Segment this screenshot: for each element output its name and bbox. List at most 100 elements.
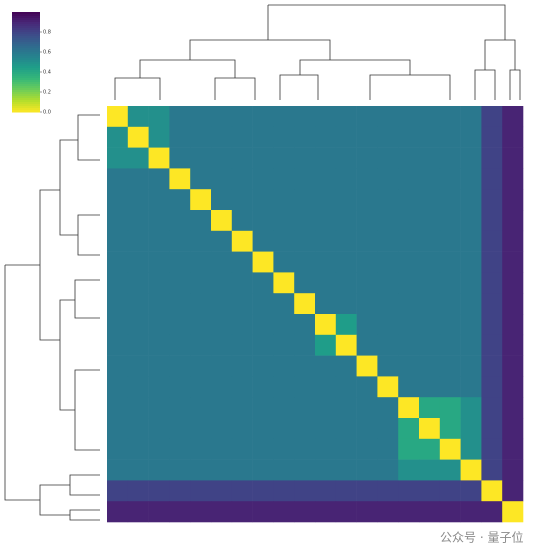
cell	[190, 459, 212, 481]
cell	[127, 230, 149, 252]
cell	[419, 501, 441, 523]
cell	[169, 501, 191, 523]
cell	[377, 438, 399, 460]
cell	[252, 168, 274, 190]
cell	[273, 459, 295, 481]
cell	[356, 480, 378, 502]
cell	[231, 334, 253, 356]
cell	[460, 438, 482, 460]
cell	[398, 230, 420, 252]
cell	[169, 480, 191, 502]
cell	[148, 272, 170, 294]
cell	[148, 251, 170, 273]
cell	[460, 418, 482, 440]
cell	[398, 189, 420, 211]
cell	[439, 438, 461, 460]
cell	[481, 126, 503, 148]
cell	[419, 314, 441, 336]
cell	[107, 251, 129, 273]
cell	[107, 314, 129, 336]
cell	[335, 418, 357, 440]
cell	[315, 334, 337, 356]
cell	[398, 106, 420, 128]
cell	[169, 168, 191, 190]
cell	[190, 418, 212, 440]
cell	[127, 480, 149, 502]
cell	[231, 293, 253, 315]
cell	[356, 106, 378, 128]
cell	[169, 272, 191, 294]
cell	[169, 397, 191, 419]
cell	[127, 314, 149, 336]
colorbar: 0.0 0.2 0.4 0.6 0.8	[12, 12, 51, 116]
colorbar-step	[12, 110, 40, 113]
cell	[315, 106, 337, 128]
cell	[460, 293, 482, 315]
colorbar-step	[12, 102, 40, 105]
cell	[377, 210, 399, 232]
cell	[377, 251, 399, 273]
cell	[377, 272, 399, 294]
cell	[439, 251, 461, 273]
colorbar-step	[12, 80, 40, 83]
cell	[377, 459, 399, 481]
colorbar-step	[12, 78, 40, 81]
cell	[315, 126, 337, 148]
colorbar-step	[12, 56, 40, 59]
colorbar-step	[12, 60, 40, 63]
cell	[315, 355, 337, 377]
cell	[335, 126, 357, 148]
cell	[127, 168, 149, 190]
colorbar-step	[12, 22, 40, 25]
cell	[107, 210, 129, 232]
cell	[231, 106, 253, 128]
cell	[502, 230, 524, 252]
cell	[252, 272, 274, 294]
cell	[211, 376, 233, 398]
cell	[252, 376, 274, 398]
cell	[502, 251, 524, 273]
cell	[377, 355, 399, 377]
cell	[460, 106, 482, 128]
colorbar-step	[12, 76, 40, 79]
cell	[502, 314, 524, 336]
cell	[439, 376, 461, 398]
cell	[190, 397, 212, 419]
cell	[294, 251, 316, 273]
cell	[335, 376, 357, 398]
cell	[398, 397, 420, 419]
cell	[481, 418, 503, 440]
cell	[127, 501, 149, 523]
cell	[190, 251, 212, 273]
cell	[190, 334, 212, 356]
cell	[107, 147, 129, 169]
cell	[190, 126, 212, 148]
cell	[294, 210, 316, 232]
cell	[335, 147, 357, 169]
cell	[211, 355, 233, 377]
cell	[439, 459, 461, 481]
cell	[502, 418, 524, 440]
cell	[231, 314, 253, 336]
cell	[315, 293, 337, 315]
cell	[356, 438, 378, 460]
cell	[439, 480, 461, 502]
cell	[481, 334, 503, 356]
cell	[252, 480, 274, 502]
cell	[419, 376, 441, 398]
cell	[127, 376, 149, 398]
colorbar-step	[12, 34, 40, 37]
cell	[439, 501, 461, 523]
cell	[107, 168, 129, 190]
cell	[273, 126, 295, 148]
cell	[231, 251, 253, 273]
cell	[502, 126, 524, 148]
cell	[211, 293, 233, 315]
cell	[481, 230, 503, 252]
cell	[169, 334, 191, 356]
cell	[502, 334, 524, 356]
cell	[190, 480, 212, 502]
cell	[294, 189, 316, 211]
colorbar-step	[12, 68, 40, 71]
cell	[481, 293, 503, 315]
